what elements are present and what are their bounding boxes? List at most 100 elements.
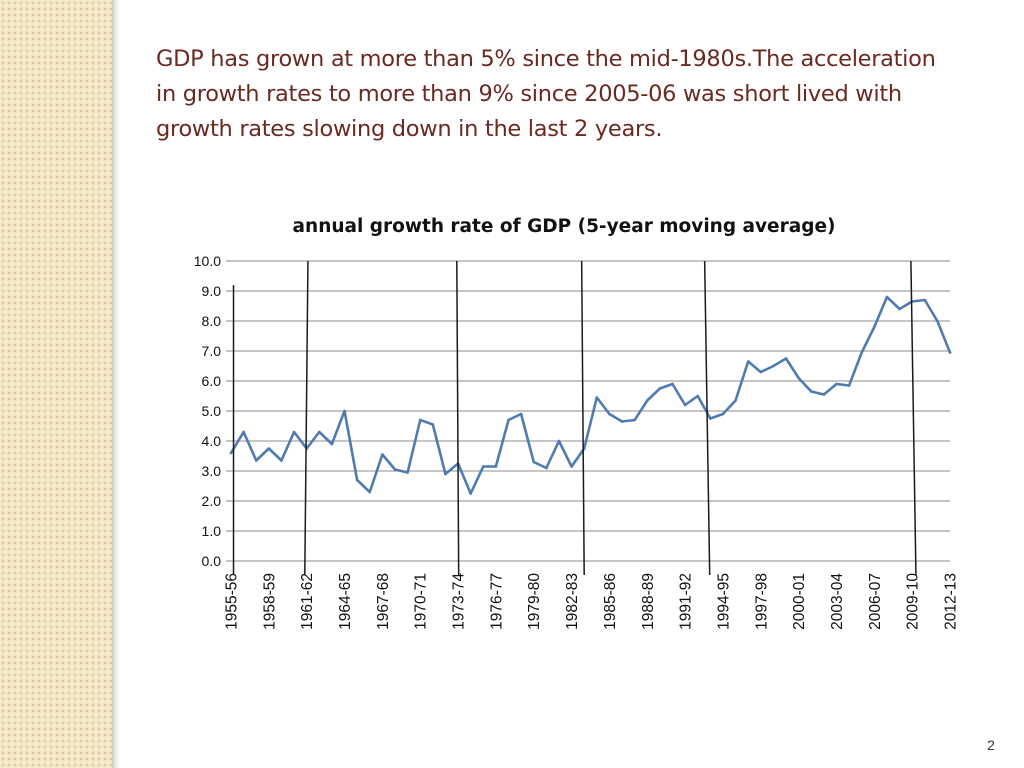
x-axis-tick-labels: 1955-56 1958-59 1961-62 1964-65 1967-68 1970-… <box>224 573 960 630</box>
data-point <box>469 492 472 495</box>
x-tick-label: 2009-10 <box>905 573 922 630</box>
series-line <box>229 295 952 495</box>
x-tick-label: 1988-89 <box>640 573 657 630</box>
data-point <box>797 376 800 380</box>
vertical-marker-line <box>910 260 917 576</box>
x-tick-label: 1994-95 <box>715 573 732 630</box>
data-point <box>759 370 763 374</box>
y-tick-label: 3.0 <box>202 463 222 479</box>
x-tick-label: 2012-13 <box>943 573 960 630</box>
data-point <box>381 453 384 456</box>
data-point <box>683 403 687 407</box>
series-layer <box>229 295 952 495</box>
y-tick-label: 1.0 <box>202 523 222 539</box>
data-point <box>418 418 422 422</box>
x-tick-label: 2003-04 <box>829 573 846 630</box>
data-point <box>481 465 485 468</box>
data-point <box>254 459 258 462</box>
data-point <box>835 382 838 386</box>
data-point <box>595 396 599 399</box>
data-point <box>368 490 372 494</box>
x-tick-label: 1997-98 <box>753 573 770 630</box>
data-point <box>444 472 447 476</box>
x-tick-label: 1958-59 <box>261 573 278 630</box>
x-tick-label: 1973-74 <box>451 573 468 630</box>
x-tick-label: 1955-56 <box>224 573 241 630</box>
data-point <box>936 319 939 323</box>
data-point <box>355 478 359 482</box>
data-point <box>507 418 510 422</box>
y-tick-label: 2.0 <box>202 493 222 509</box>
data-point <box>709 417 712 420</box>
data-point <box>545 466 548 470</box>
vertical-marker-line <box>456 260 460 576</box>
data-point <box>242 430 245 434</box>
data-point <box>557 439 561 443</box>
x-tick-label: 1970-71 <box>413 573 430 630</box>
data-point <box>292 430 296 434</box>
slide-title: GDP has grown at more than 5% since the … <box>156 42 996 147</box>
data-point <box>519 412 523 416</box>
title-line-2: in growth rates to more than 9% since 20… <box>156 81 902 107</box>
data-point <box>923 298 927 302</box>
x-tick-label: 1979-80 <box>526 573 543 630</box>
y-tick-label: 5.0 <box>202 403 222 419</box>
vertical-marker-lines <box>232 260 917 576</box>
data-point <box>393 468 397 471</box>
data-point <box>658 387 662 390</box>
data-point <box>620 420 624 423</box>
data-point <box>873 325 876 329</box>
y-tick-label: 6.0 <box>202 373 222 389</box>
y-tick-label: 9.0 <box>202 283 222 299</box>
data-point <box>809 390 813 393</box>
side-panel-shadow <box>112 0 120 768</box>
title-line-1: GDP has grown at more than 5% since the … <box>156 46 936 72</box>
data-point <box>406 471 409 474</box>
y-tick-label: 10.0 <box>194 253 221 269</box>
data-point <box>734 399 737 402</box>
x-tick-label: 1961-62 <box>299 573 316 630</box>
chart-title: annual growth rate of GDP (5-year moving… <box>293 216 836 237</box>
x-tick-label: 2000-01 <box>791 573 808 630</box>
data-point <box>847 384 851 387</box>
y-tick-label: 0.0 <box>202 553 222 569</box>
data-point <box>822 393 826 396</box>
decorative-side-panel <box>0 0 112 768</box>
x-tick-label: 2006-07 <box>867 573 884 630</box>
data-point <box>860 351 864 354</box>
y-tick-label: 4.0 <box>202 433 222 449</box>
x-tick-label: 1976-77 <box>488 573 505 630</box>
data-point <box>229 451 233 455</box>
x-tick-label: 1967-68 <box>375 573 392 630</box>
data-point <box>645 399 649 402</box>
data-point <box>343 409 346 413</box>
data-point <box>898 307 901 311</box>
data-point <box>494 465 498 468</box>
data-point <box>721 412 725 416</box>
page-number: 2 <box>987 737 995 753</box>
data-point <box>746 360 750 363</box>
data-point <box>772 364 775 368</box>
data-point <box>532 460 536 464</box>
x-tick-label: 1991-92 <box>678 573 695 630</box>
data-point <box>330 442 334 446</box>
data-point <box>280 459 283 462</box>
data-point <box>570 465 573 468</box>
gridlines <box>226 260 950 562</box>
vertical-marker-line <box>703 260 711 576</box>
data-point <box>431 423 435 426</box>
data-point <box>633 418 636 422</box>
data-point <box>784 357 788 360</box>
x-tick-label: 1985-86 <box>602 573 619 630</box>
data-point <box>885 295 889 299</box>
y-tick-label: 7.0 <box>202 343 222 359</box>
vertical-marker-line <box>580 260 585 576</box>
data-point <box>696 394 700 398</box>
vertical-marker-line <box>304 260 309 576</box>
data-point <box>267 447 271 450</box>
x-tick-label: 1964-65 <box>337 573 354 630</box>
data-point <box>948 351 952 354</box>
gdp-growth-line-chart: annual growth rate of GDP (5-year moving… <box>194 216 960 630</box>
title-line-3: growth rates slowing down in the last 2 … <box>156 116 663 142</box>
y-axis-tick-labels: 0.0 1.0 2.0 3.0 4.0 5.0 6.0 7.0 8.0 9.0 10.0 <box>194 253 221 569</box>
